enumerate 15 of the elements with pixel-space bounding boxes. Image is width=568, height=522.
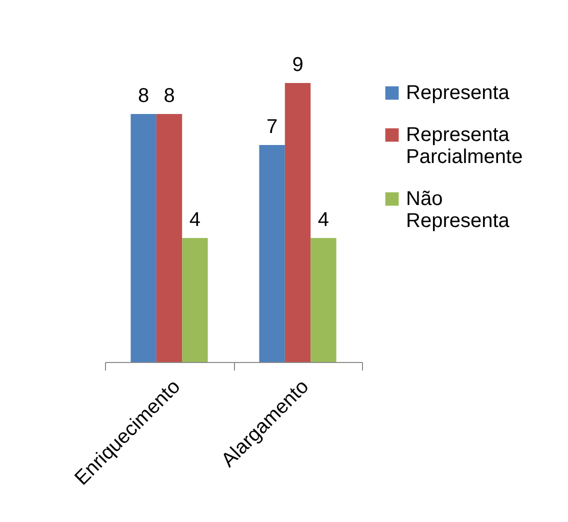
bar bbox=[130, 114, 156, 362]
data-label: 8 bbox=[164, 85, 175, 107]
data-label: 4 bbox=[318, 209, 330, 231]
bar bbox=[284, 83, 311, 362]
bar bbox=[310, 238, 336, 362]
legend-label: Representa bbox=[406, 82, 510, 104]
data-label: 8 bbox=[138, 85, 150, 107]
bar bbox=[182, 238, 208, 362]
bar bbox=[259, 145, 285, 362]
data-label: 4 bbox=[189, 209, 201, 231]
legend-label: Representa Parcialmente bbox=[406, 124, 523, 168]
data-label: 7 bbox=[266, 116, 278, 138]
data-label: 9 bbox=[292, 54, 304, 76]
bar bbox=[156, 114, 182, 362]
legend-label: Não Representa bbox=[406, 188, 510, 232]
